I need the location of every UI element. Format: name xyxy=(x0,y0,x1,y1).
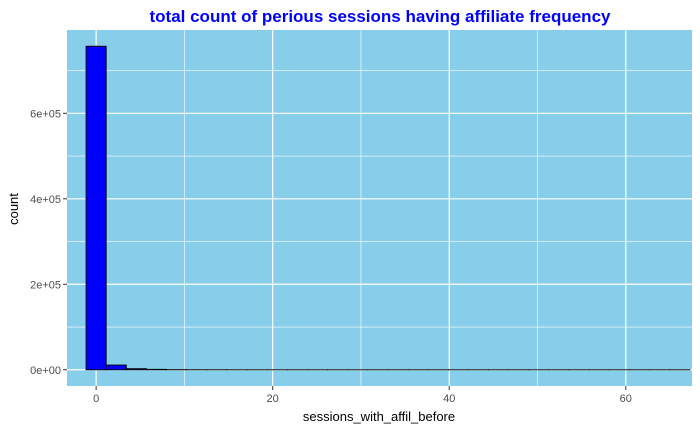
chart-title: total count of perious sessions having a… xyxy=(150,7,612,26)
histogram-bar xyxy=(105,364,127,371)
x-tick-label: 0 xyxy=(93,393,99,405)
y-axis-title: count xyxy=(6,193,21,225)
histogram-bar xyxy=(125,368,147,371)
y-tick-label: 0e+00 xyxy=(30,365,61,377)
y-tick-label: 6e+05 xyxy=(30,108,61,120)
y-tick-label: 2e+05 xyxy=(30,279,61,291)
histogram-bar xyxy=(85,45,107,371)
x-axis-ticks: 0 20 40 60 xyxy=(93,386,632,405)
y-tick-label: 4e+05 xyxy=(30,194,61,206)
minor-gridlines xyxy=(67,30,692,386)
plot-panel xyxy=(67,30,692,386)
histogram-bars xyxy=(85,45,691,371)
x-axis-title: sessions_with_affil_before xyxy=(303,409,455,424)
x-tick-label: 40 xyxy=(443,393,455,405)
x-tick-label: 60 xyxy=(620,393,632,405)
y-axis-ticks: 0e+00 2e+05 4e+05 6e+05 xyxy=(30,108,67,377)
x-tick-label: 20 xyxy=(267,393,279,405)
